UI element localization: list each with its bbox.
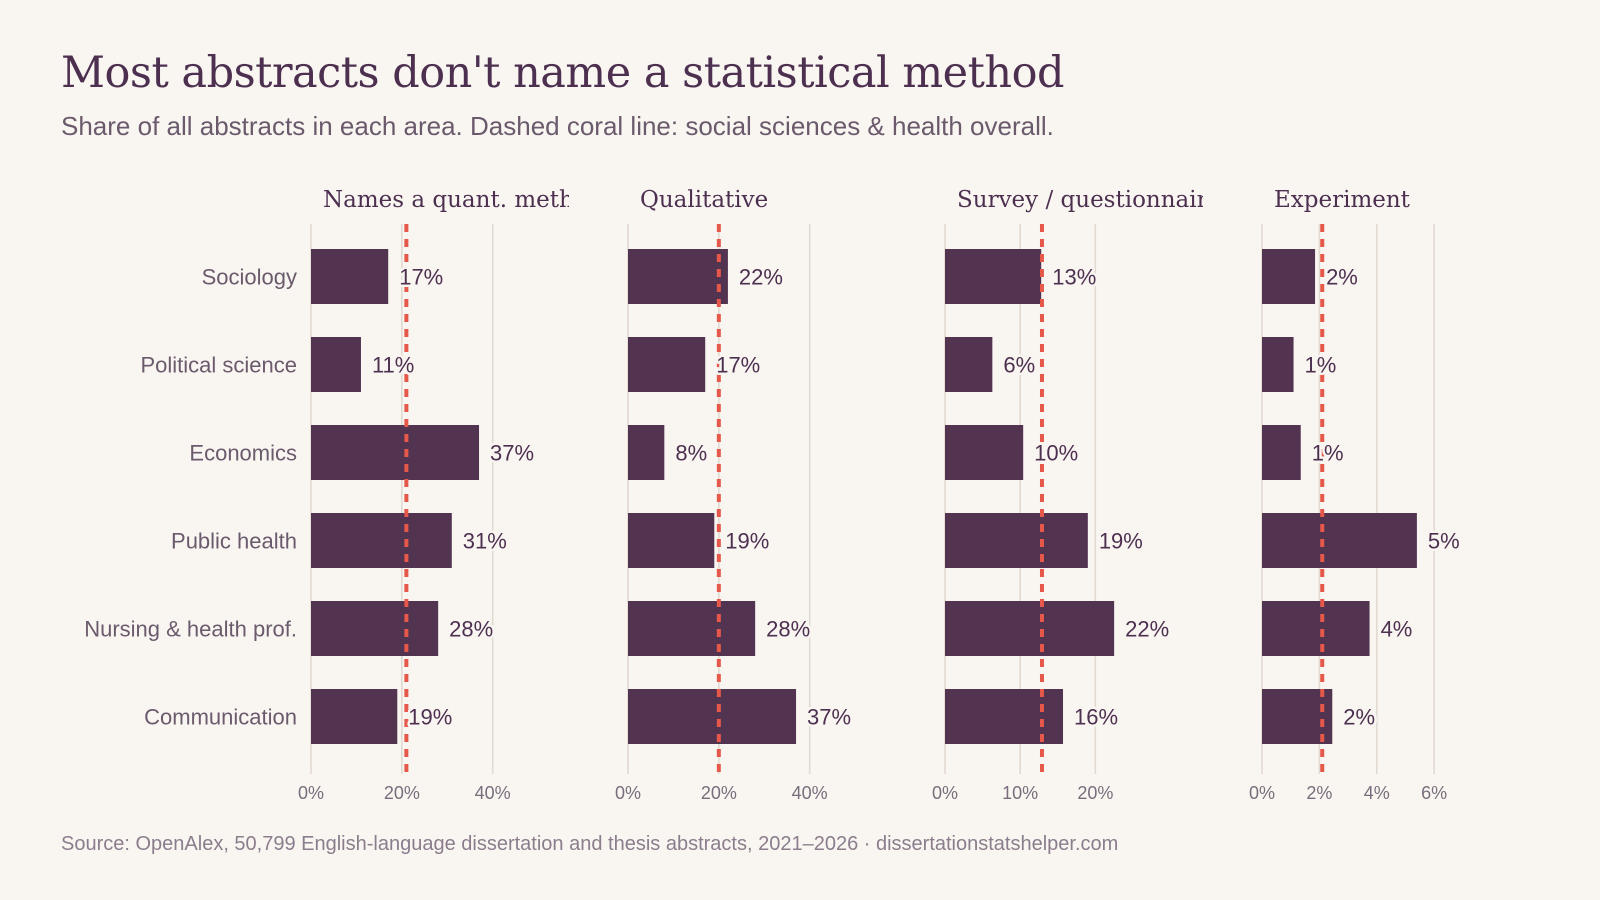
bar	[945, 689, 1064, 744]
x-tick-label: 20%	[701, 783, 737, 803]
data-label: 6%	[1003, 353, 1035, 378]
bar	[1262, 425, 1301, 480]
data-label: 11%	[372, 353, 414, 378]
bar	[628, 249, 728, 304]
bar	[311, 513, 452, 568]
data-label: 19%	[725, 529, 769, 554]
bar	[311, 337, 361, 392]
data-label: 37%	[807, 705, 851, 730]
x-tick-label: 6%	[1421, 783, 1447, 803]
x-tick-label: 10%	[1002, 783, 1038, 803]
data-label: 4%	[1381, 617, 1413, 642]
data-label: 28%	[449, 617, 493, 642]
x-tick-label: 0%	[298, 783, 324, 803]
data-label: 2%	[1343, 705, 1375, 730]
bar	[628, 337, 706, 392]
x-tick-label: 0%	[1249, 783, 1275, 803]
x-tick-label: 20%	[1077, 783, 1113, 803]
chart-subtitle: Share of all abstracts in each area. Das…	[61, 111, 1054, 141]
data-label: 37%	[490, 441, 534, 466]
data-label: 17%	[716, 353, 760, 378]
bar	[945, 249, 1042, 304]
category-label: Communication	[144, 705, 297, 730]
category-label: Political science	[140, 353, 297, 378]
bar	[945, 425, 1024, 480]
data-label: 8%	[675, 441, 707, 466]
x-tick-label: 4%	[1364, 783, 1390, 803]
category-label: Nursing & health prof.	[84, 617, 297, 642]
category-label: Public health	[171, 529, 297, 554]
bar	[311, 601, 439, 656]
bar	[1262, 601, 1370, 656]
data-label: 16%	[1074, 705, 1118, 730]
x-tick-label: 20%	[384, 783, 420, 803]
bar	[945, 513, 1088, 568]
panel-title: Survey / questionnaire	[957, 187, 1221, 213]
panel-title: Names a quant. method	[323, 187, 603, 213]
bar	[1262, 513, 1417, 568]
x-tick-label: 40%	[792, 783, 828, 803]
category-label: Sociology	[202, 265, 297, 290]
source-note: Source: OpenAlex, 50,799 English-languag…	[61, 833, 1119, 855]
data-label: 1%	[1312, 441, 1344, 466]
x-tick-label: 0%	[932, 783, 958, 803]
x-tick-label: 2%	[1306, 783, 1332, 803]
data-label: 13%	[1052, 265, 1096, 290]
bar	[1262, 249, 1316, 304]
data-label: 19%	[1099, 529, 1143, 554]
bar	[628, 425, 665, 480]
data-label: 31%	[463, 529, 507, 554]
data-label: 17%	[399, 265, 443, 290]
bar	[945, 601, 1115, 656]
chart-title: Most abstracts don't name a statistical …	[61, 48, 1065, 98]
x-tick-label: 40%	[475, 783, 511, 803]
panel-title: Experiment	[1274, 187, 1411, 213]
bar	[628, 689, 797, 744]
panel-title: Qualitative	[640, 187, 768, 213]
bar	[628, 601, 756, 656]
data-label: 28%	[766, 617, 810, 642]
bar	[311, 689, 398, 744]
bar	[1262, 337, 1294, 392]
data-label: 1%	[1305, 353, 1337, 378]
data-label: 5%	[1428, 529, 1460, 554]
bar	[628, 513, 715, 568]
data-label: 22%	[739, 265, 783, 290]
data-label: 10%	[1034, 441, 1078, 466]
data-label: 19%	[408, 705, 452, 730]
bar	[945, 337, 993, 392]
data-label: 22%	[1125, 617, 1169, 642]
x-tick-label: 0%	[615, 783, 641, 803]
data-label: 2%	[1326, 265, 1358, 290]
bar	[311, 249, 389, 304]
category-label: Economics	[189, 441, 297, 466]
bar	[311, 425, 480, 480]
